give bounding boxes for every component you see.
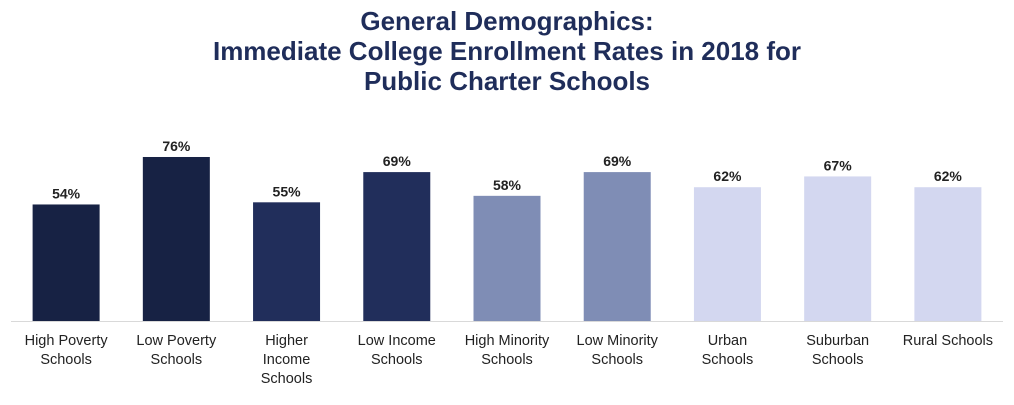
data-label-5: 58% bbox=[493, 177, 522, 193]
category-label-6-line-1: Low Minority bbox=[577, 333, 659, 349]
bar-5 bbox=[473, 195, 541, 321]
category-label-6-line-2: Schools bbox=[591, 352, 643, 368]
category-label-7-line-1: Urban bbox=[708, 333, 748, 349]
category-label-3-line-1: Higher bbox=[265, 333, 308, 349]
category-label-5-line-2: Schools bbox=[481, 352, 533, 368]
category-label-5-line-1: High Minority bbox=[465, 333, 550, 349]
category-label-3-line-3: Schools bbox=[261, 371, 313, 387]
bar-4 bbox=[363, 172, 431, 321]
data-label-1: 54% bbox=[52, 185, 81, 201]
chart-title-line-1: General Demographics: bbox=[360, 6, 654, 36]
category-label-3-line-2: Income bbox=[263, 352, 311, 368]
category-label-4-line-1: Low Income bbox=[358, 333, 436, 349]
bar-3 bbox=[253, 202, 321, 321]
data-label-2: 76% bbox=[162, 138, 191, 154]
bar-2 bbox=[142, 156, 210, 321]
category-label-1-line-1: High Poverty bbox=[25, 333, 109, 349]
category-label-4-line-2: Schools bbox=[371, 352, 423, 368]
data-label-9: 62% bbox=[934, 168, 963, 184]
data-label-7: 62% bbox=[713, 168, 742, 184]
bar-9 bbox=[914, 187, 982, 321]
chart-title-line-3: Public Charter Schools bbox=[363, 66, 651, 96]
bar-1 bbox=[32, 204, 100, 321]
category-label-8-line-2: Schools bbox=[812, 352, 864, 368]
data-label-4: 69% bbox=[383, 153, 412, 169]
category-label-2-line-2: Schools bbox=[151, 352, 203, 368]
category-label-8-line-1: Suburban bbox=[806, 333, 869, 349]
data-label-6: 69% bbox=[603, 153, 632, 169]
chart-title: General Demographics: Immediate College … bbox=[0, 6, 1014, 96]
bar-6 bbox=[583, 172, 651, 321]
category-label-2-line-1: Low Poverty bbox=[136, 333, 217, 349]
category-label-1-line-2: Schools bbox=[40, 352, 92, 368]
bar-8 bbox=[804, 176, 872, 321]
category-label-9-line-1: Rural Schools bbox=[903, 333, 993, 349]
bar-7 bbox=[693, 187, 761, 321]
category-label-7-line-2: Schools bbox=[702, 352, 754, 368]
data-label-8: 67% bbox=[824, 157, 853, 173]
chart-title-line-2: Immediate College Enrollment Rates in 20… bbox=[212, 36, 802, 66]
data-label-3: 55% bbox=[273, 183, 302, 199]
